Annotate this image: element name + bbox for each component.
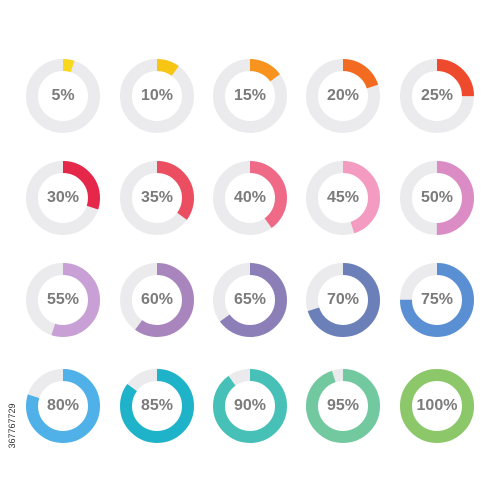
- progress-ring: 95%: [305, 368, 381, 444]
- ring-label: 55%: [46, 291, 80, 308]
- ring-progress-arc: [26, 59, 100, 133]
- progress-ring: 70%: [305, 262, 381, 338]
- ring-progress-arc: [213, 263, 287, 337]
- progress-ring-45-icon: [306, 161, 380, 235]
- ring-label: 20%: [326, 87, 360, 104]
- ring-progress-arc: [120, 369, 194, 443]
- progress-ring-20-icon: [306, 59, 380, 133]
- ring-progress-arc: [213, 59, 287, 133]
- progress-ring: 85%: [119, 368, 195, 444]
- progress-ring-10-icon: [120, 59, 194, 133]
- ring-label: 5%: [51, 87, 75, 104]
- progress-ring: 100%: [399, 368, 475, 444]
- ring-label: 95%: [326, 397, 360, 414]
- progress-ring: 30%: [25, 160, 101, 236]
- progress-ring: 45%: [305, 160, 381, 236]
- progress-ring-30-icon: [26, 161, 100, 235]
- ring-label: 75%: [420, 291, 454, 308]
- ring-label: 40%: [233, 189, 267, 206]
- progress-ring: 65%: [212, 262, 288, 338]
- ring-label: 25%: [420, 87, 454, 104]
- progress-ring-100-icon: [400, 369, 474, 443]
- ring-progress-arc: [306, 263, 380, 337]
- ring-label: 85%: [140, 397, 174, 414]
- ring-label: 45%: [326, 189, 360, 206]
- progress-ring-60-icon: [120, 263, 194, 337]
- ring-label: 35%: [140, 189, 174, 206]
- ring-progress-arc: [306, 161, 380, 235]
- progress-ring-35-icon: [120, 161, 194, 235]
- ring-label: 90%: [233, 397, 267, 414]
- progress-ring: 5%: [25, 58, 101, 134]
- progress-ring-80-icon: [26, 369, 100, 443]
- ring-progress-arc: [213, 161, 287, 235]
- ring-progress-arc: [400, 369, 474, 443]
- progress-ring: 80%: [25, 368, 101, 444]
- ring-label: 15%: [233, 87, 267, 104]
- progress-ring: 25%: [399, 58, 475, 134]
- ring-progress-arc: [306, 369, 380, 443]
- ring-progress-arc: [120, 161, 194, 235]
- progress-ring-25-icon: [400, 59, 474, 133]
- progress-ring: 60%: [119, 262, 195, 338]
- ring-label: 65%: [233, 291, 267, 308]
- progress-ring: 55%: [25, 262, 101, 338]
- ring-progress-arc: [26, 161, 100, 235]
- progress-ring: 10%: [119, 58, 195, 134]
- ring-progress-arc: [400, 263, 474, 337]
- progress-ring-95-icon: [306, 369, 380, 443]
- progress-ring: 75%: [399, 262, 475, 338]
- progress-ring: 40%: [212, 160, 288, 236]
- ring-progress-arc: [26, 263, 100, 337]
- progress-ring-15-icon: [213, 59, 287, 133]
- ring-label: 70%: [326, 291, 360, 308]
- ring-label: 50%: [420, 189, 454, 206]
- ring-label: 80%: [46, 397, 80, 414]
- ring-progress-arc: [120, 263, 194, 337]
- ring-label: 100%: [416, 397, 458, 414]
- ring-progress-arc: [213, 369, 287, 443]
- progress-ring: 20%: [305, 58, 381, 134]
- ring-label: 10%: [140, 87, 174, 104]
- ring-label: 60%: [140, 291, 174, 308]
- progress-ring-65-icon: [213, 263, 287, 337]
- ring-progress-arc: [26, 369, 100, 443]
- progress-ring: 35%: [119, 160, 195, 236]
- progress-ring: 90%: [212, 368, 288, 444]
- progress-ring-75-icon: [400, 263, 474, 337]
- progress-ring-90-icon: [213, 369, 287, 443]
- progress-ring-55-icon: [26, 263, 100, 337]
- ring-progress-arc: [400, 59, 474, 133]
- progress-ring-5-icon: [26, 59, 100, 133]
- ring-progress-arc: [120, 59, 194, 133]
- ring-progress-arc: [400, 161, 474, 235]
- progress-ring-50-icon: [400, 161, 474, 235]
- progress-ring-40-icon: [213, 161, 287, 235]
- progress-ring-70-icon: [306, 263, 380, 337]
- ring-progress-arc: [306, 59, 380, 133]
- progress-ring: 15%: [212, 58, 288, 134]
- progress-ring-85-icon: [120, 369, 194, 443]
- ring-label: 30%: [46, 189, 80, 206]
- stock-id: 367767729: [7, 403, 17, 449]
- progress-ring: 50%: [399, 160, 475, 236]
